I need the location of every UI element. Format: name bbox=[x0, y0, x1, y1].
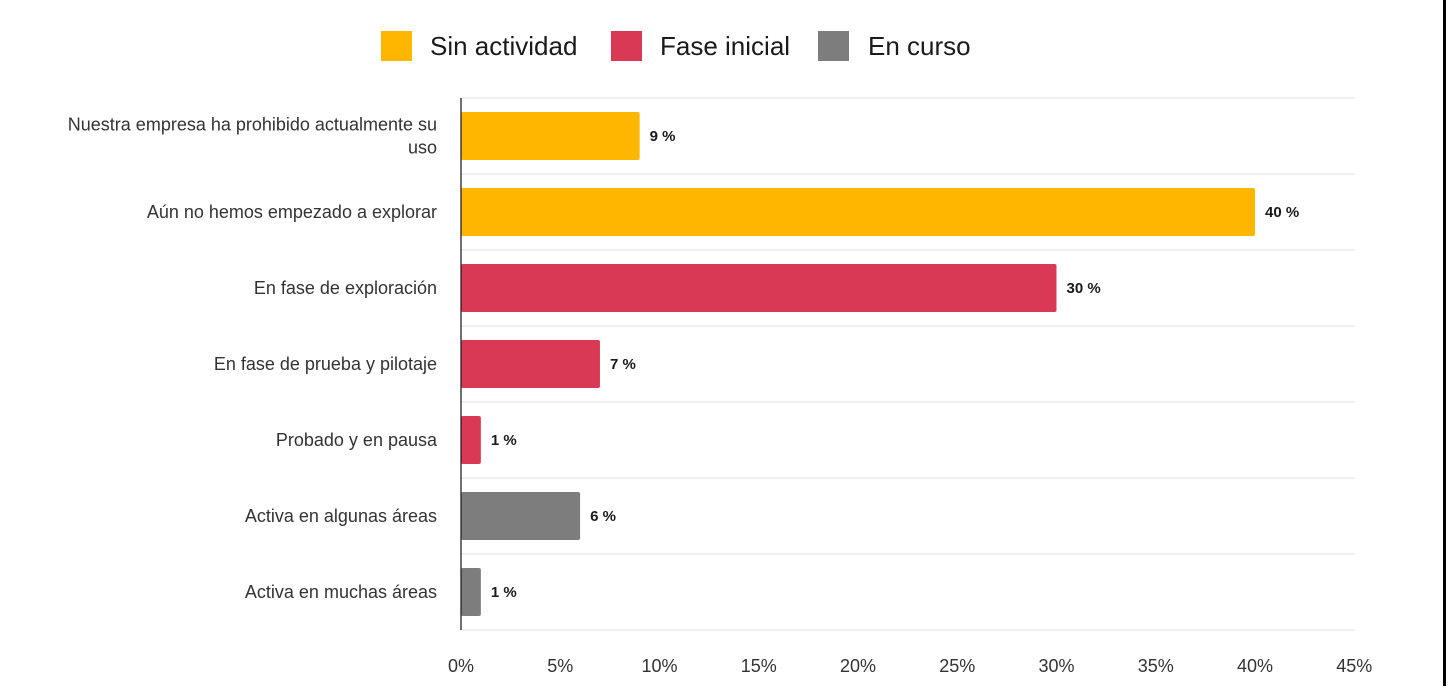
legend-label: En curso bbox=[868, 31, 971, 61]
legend-swatch bbox=[818, 31, 849, 61]
category-label-line: Activa en muchas áreas bbox=[245, 582, 437, 602]
x-tick-label: 40% bbox=[1237, 656, 1273, 676]
category-label-line: En fase de exploración bbox=[254, 278, 437, 298]
bar bbox=[461, 492, 581, 540]
category-label-line: Activa en algunas áreas bbox=[245, 506, 437, 526]
x-tick-label: 25% bbox=[939, 656, 975, 676]
category-label-line: uso bbox=[408, 138, 437, 158]
category-label: En fase de prueba y pilotaje bbox=[214, 354, 437, 374]
legend-label: Sin actividad bbox=[430, 31, 577, 61]
value-labels: 9 % 40 % 30 % 7 % 1 % 6 % 1 % bbox=[491, 128, 1299, 601]
x-tick-label: 0% bbox=[448, 656, 474, 676]
bar bbox=[461, 416, 481, 464]
category-label: Activa en muchas áreas bbox=[245, 582, 437, 602]
x-tick-label: 45% bbox=[1336, 656, 1372, 676]
legend-label: Fase inicial bbox=[660, 31, 790, 61]
x-tick-label: 10% bbox=[641, 656, 677, 676]
bar bbox=[461, 188, 1255, 236]
bar-value-label: 40 % bbox=[1265, 204, 1299, 221]
bar bbox=[461, 568, 481, 616]
category-label-line: Nuestra empresa ha prohibido actualmente… bbox=[68, 115, 437, 135]
bar bbox=[461, 112, 640, 160]
gridlines bbox=[461, 97, 1355, 631]
x-axis-tick-labels: 0% 5% 10% 15% 20% 25% 30% 35% 40% 45% bbox=[448, 656, 1372, 676]
bars bbox=[461, 112, 1255, 616]
category-label-line: Probado y en pausa bbox=[276, 430, 438, 450]
category-label: Nuestra empresa ha prohibido actualmente… bbox=[68, 115, 437, 158]
right-edge-border bbox=[1443, 0, 1446, 686]
category-label: Activa en algunas áreas bbox=[245, 506, 437, 526]
bar bbox=[461, 340, 600, 388]
bar-value-label: 1 % bbox=[491, 584, 517, 601]
bar bbox=[461, 264, 1057, 312]
legend-swatch bbox=[611, 31, 642, 61]
category-label: Probado y en pausa bbox=[276, 430, 438, 450]
category-label: Aún no hemos empezado a explorar bbox=[147, 202, 437, 222]
x-tick-label: 30% bbox=[1038, 656, 1074, 676]
x-tick-label: 15% bbox=[741, 656, 777, 676]
bar-value-label: 6 % bbox=[590, 508, 616, 525]
x-tick-label: 20% bbox=[840, 656, 876, 676]
bar-value-label: 9 % bbox=[650, 128, 676, 145]
legend-swatch bbox=[381, 31, 412, 61]
x-tick-label: 5% bbox=[547, 656, 573, 676]
bar-value-label: 30 % bbox=[1067, 280, 1101, 297]
legend: Sin actividad Fase inicial En curso bbox=[381, 31, 971, 61]
bar-value-label: 1 % bbox=[491, 432, 517, 449]
category-label-line: En fase de prueba y pilotaje bbox=[214, 354, 437, 374]
x-tick-label: 35% bbox=[1138, 656, 1174, 676]
category-labels: Nuestra empresa ha prohibido actualmente… bbox=[68, 115, 438, 603]
category-label: En fase de exploración bbox=[254, 278, 437, 298]
bar-value-label: 7 % bbox=[610, 356, 636, 373]
category-label-line: Aún no hemos empezado a explorar bbox=[147, 202, 437, 222]
